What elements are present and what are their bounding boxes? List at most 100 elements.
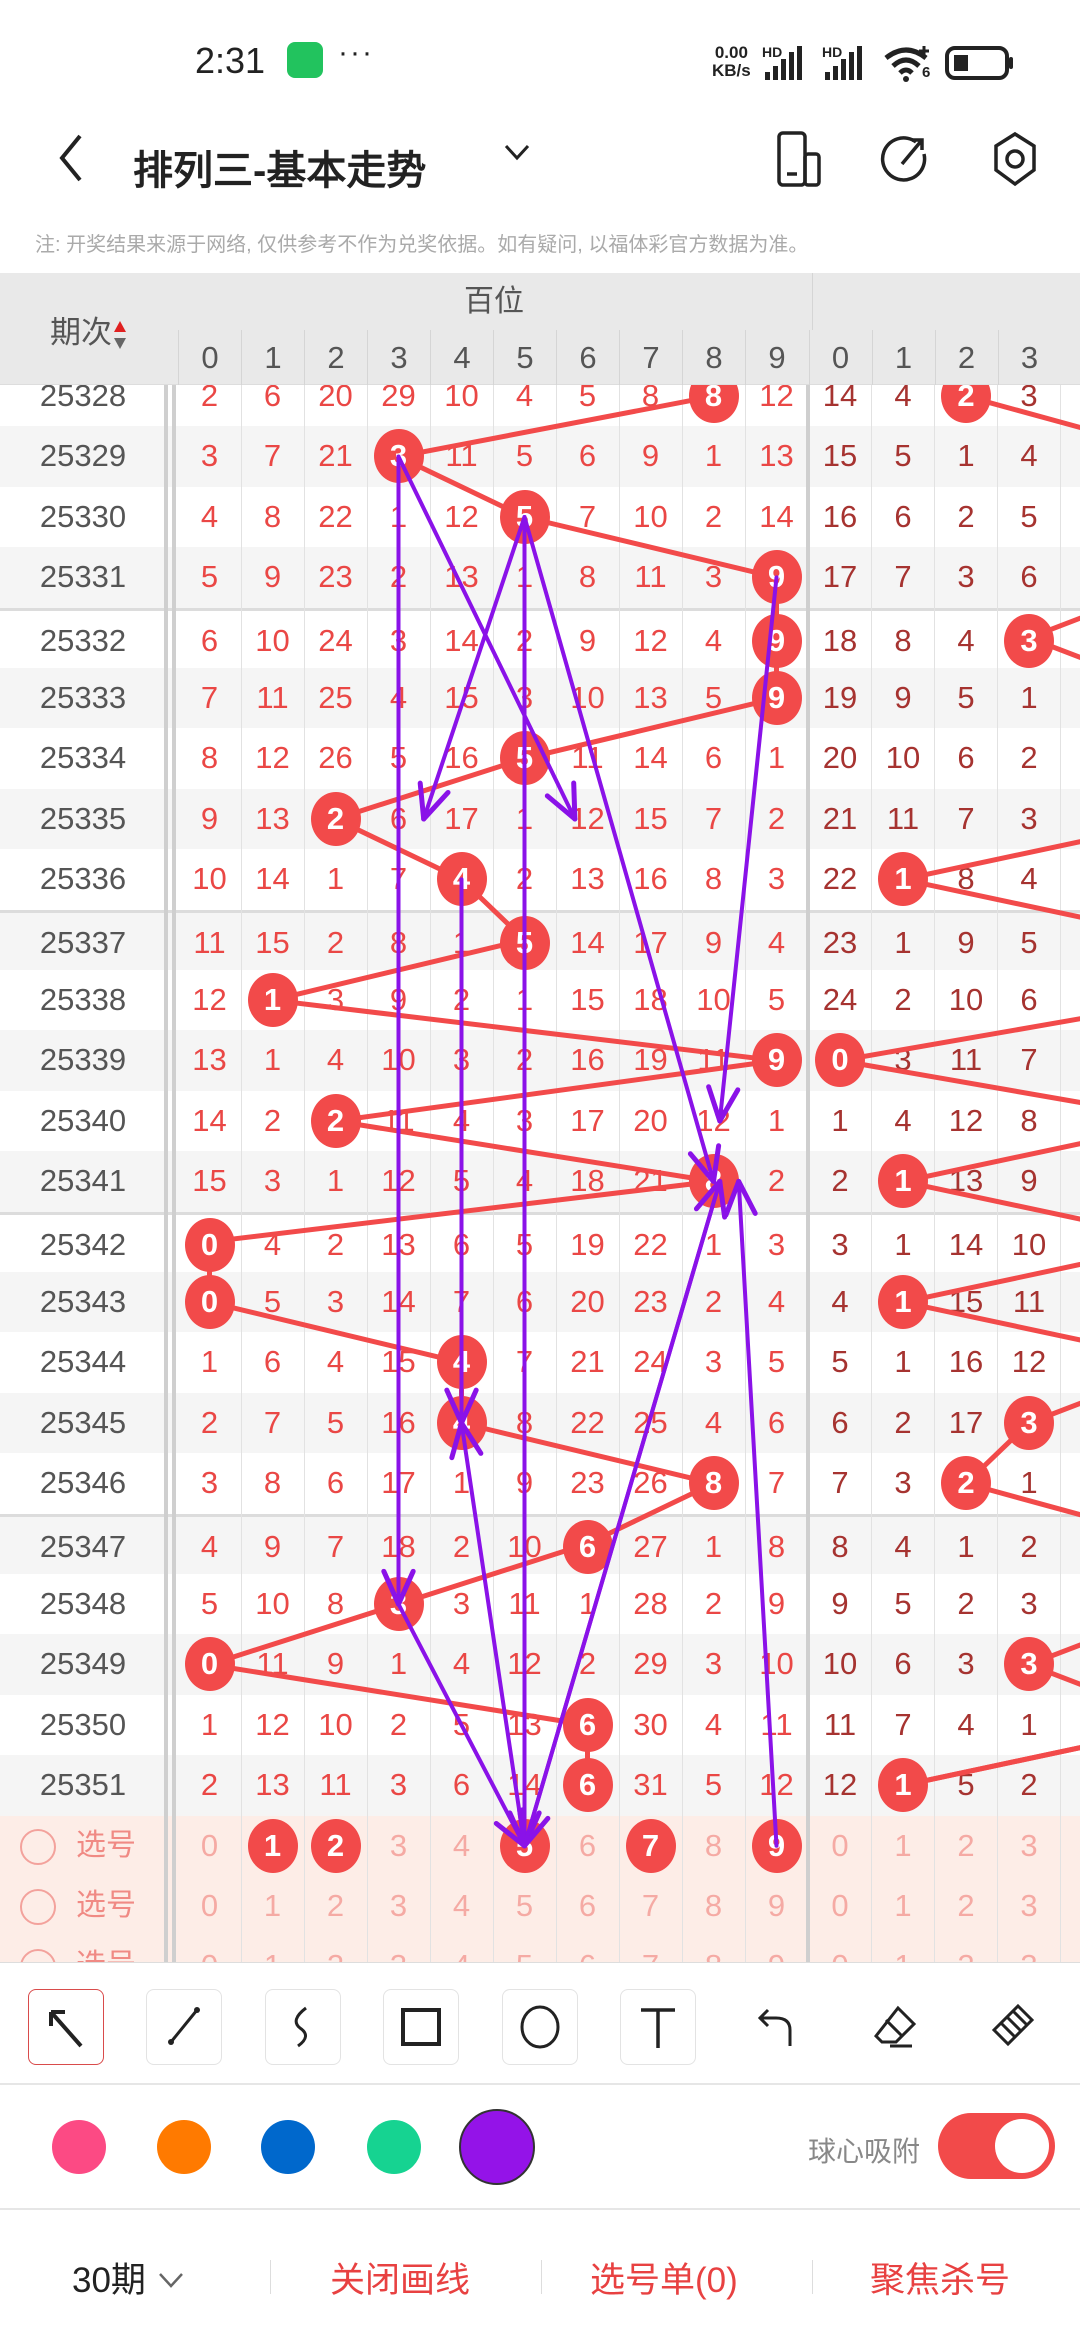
digit-option[interactable]: 4 — [452, 1888, 471, 1923]
miss-count: 8 — [263, 498, 282, 534]
settings-icon[interactable] — [990, 130, 1040, 190]
miss-count: 8 — [831, 1528, 849, 1564]
digit-option[interactable]: 4 — [452, 1827, 471, 1863]
color-swatch[interactable] — [459, 2109, 535, 2185]
miss-count: 1 — [1020, 1465, 1038, 1501]
circle-tool[interactable] — [502, 1989, 578, 2065]
digit-option[interactable]: 5 — [493, 1936, 556, 1962]
digit-option[interactable]: 1 — [894, 1888, 912, 1923]
select-radio[interactable] — [20, 1889, 56, 1925]
tens-trend-segment — [1026, 1642, 1080, 1668]
digit-option[interactable]: 3 — [367, 1936, 430, 1962]
arrow-shaft — [522, 1179, 722, 1848]
hundreds-trend-segment — [207, 1299, 464, 1366]
trend-table[interactable]: 2532826202910458812144232532937213115691… — [0, 273, 1080, 1962]
miss-count: 21 — [570, 1344, 605, 1380]
digit-option[interactable]: 0 — [200, 1827, 219, 1863]
pick-list-button[interactable]: 选号单(0) — [590, 2261, 738, 2300]
digit-option[interactable]: 2 — [957, 1827, 975, 1863]
miss-count: 8 — [894, 622, 912, 658]
drawn-arrow[interactable] — [507, 515, 542, 1849]
drawn-arrow[interactable] — [723, 1178, 779, 1848]
digit-option[interactable]: 3 — [1020, 1888, 1038, 1923]
drawn-arrow[interactable] — [381, 454, 416, 1607]
arrow-head — [459, 1420, 484, 1456]
drawn-arrows[interactable] — [0, 273, 1080, 1962]
back-icon[interactable] — [50, 128, 90, 188]
sort-icon[interactable] — [112, 319, 128, 351]
select-radio[interactable] — [20, 1828, 56, 1865]
disclaimer-note: 注: 开奖结果来源于网络, 仅供参考不作为兑奖依据。如有疑问, 以福体彩官方数据… — [35, 234, 809, 256]
line-tool[interactable] — [146, 1989, 222, 2065]
digit-option[interactable]: 7 — [641, 1888, 660, 1923]
selected-digit-ball[interactable]: 7 — [625, 1818, 676, 1873]
miss-count: 5 — [263, 1284, 282, 1319]
curve-tool[interactable] — [265, 1989, 341, 2065]
digit-option[interactable]: 2 — [935, 1936, 998, 1962]
digit-option[interactable]: 9 — [745, 1936, 808, 1962]
digit-option[interactable]: 0 — [809, 1936, 872, 1962]
digit-option[interactable]: 2 — [326, 1888, 345, 1923]
net-speed-unit: KB/s — [712, 61, 751, 80]
miss-count: 8 — [200, 740, 219, 776]
digit-option[interactable]: 2 — [304, 1936, 367, 1962]
color-swatch[interactable] — [367, 2120, 421, 2174]
network-speed: 0.00 KB/s — [712, 44, 751, 80]
digit-option[interactable]: 3 — [1020, 1827, 1038, 1863]
period-column-header[interactable]: 期次 — [50, 307, 128, 352]
selected-digit-ball[interactable]: 1 — [247, 1818, 298, 1873]
digit-option[interactable]: 3 — [389, 1888, 408, 1923]
focus-kill-button[interactable]: 聚焦杀号 — [870, 2261, 1011, 2300]
undo-button[interactable] — [739, 1989, 815, 2065]
clock: 2:31 — [195, 40, 266, 81]
color-swatch[interactable] — [157, 2120, 211, 2174]
eraser-button[interactable] — [857, 1989, 933, 2065]
digit-option[interactable]: 0 — [178, 1936, 241, 1962]
miss-count: 3 — [1020, 1586, 1038, 1621]
digit-option[interactable]: 3 — [389, 1827, 408, 1863]
digit-option[interactable]: 6 — [578, 1827, 597, 1863]
share-icon[interactable] — [880, 132, 930, 188]
color-swatch[interactable] — [261, 2120, 315, 2174]
digit-option[interactable]: 1 — [241, 1936, 304, 1962]
page-title[interactable]: 排列三-基本走势 — [133, 149, 427, 193]
digit-option[interactable]: 8 — [704, 1827, 723, 1863]
period-count-select[interactable]: 30期 — [72, 2252, 186, 2303]
digit-option[interactable]: 8 — [704, 1888, 723, 1923]
digit-option[interactable]: 9 — [767, 1888, 786, 1923]
digit-option[interactable]: 3 — [998, 1936, 1061, 1962]
selected-digit-ball[interactable]: 2 — [310, 1818, 361, 1873]
drawn-arrow[interactable] — [449, 1420, 527, 1848]
color-swatch[interactable] — [52, 2120, 106, 2174]
digit-option[interactable]: 1 — [894, 1827, 912, 1863]
drawn-arrow[interactable] — [444, 877, 479, 1426]
digit-option[interactable]: 1 — [872, 1936, 935, 1962]
miss-count: 1 — [957, 1528, 975, 1564]
clear-all-button[interactable] — [975, 1989, 1051, 2065]
select-arrow-tool[interactable] — [28, 1989, 104, 2065]
digit-option[interactable]: 6 — [578, 1888, 597, 1923]
rectangle-tool[interactable] — [383, 1989, 459, 2065]
chevron-down-icon[interactable] — [502, 140, 532, 164]
drawn-arrow[interactable] — [706, 575, 779, 1124]
digit-option[interactable]: 6 — [556, 1936, 619, 1962]
digit-option[interactable]: 4 — [430, 1936, 493, 1962]
digit-option[interactable]: 7 — [619, 1936, 682, 1962]
digit-option[interactable]: 5 — [515, 1888, 534, 1923]
drawn-arrow[interactable] — [396, 454, 578, 822]
drawn-arrow[interactable] — [517, 1179, 722, 1849]
text-tool[interactable] — [620, 1989, 696, 2065]
digit-option[interactable]: 1 — [263, 1888, 282, 1923]
miss-count: 4 — [704, 1706, 723, 1742]
device-icon[interactable] — [775, 128, 825, 190]
close-drawing-button[interactable]: 关闭画线 — [330, 2261, 471, 2300]
snap-to-ball-toggle[interactable] — [938, 2113, 1055, 2179]
digit-option[interactable]: 2 — [957, 1888, 975, 1923]
drawn-arrow[interactable] — [522, 515, 722, 1184]
period-number: 25330 — [39, 498, 127, 534]
digit-option[interactable]: 0 — [831, 1827, 849, 1863]
digit-option[interactable]: 8 — [682, 1936, 745, 1962]
drawn-arrow[interactable] — [417, 515, 527, 822]
digit-option[interactable]: 0 — [200, 1888, 219, 1923]
digit-option[interactable]: 0 — [831, 1888, 849, 1923]
